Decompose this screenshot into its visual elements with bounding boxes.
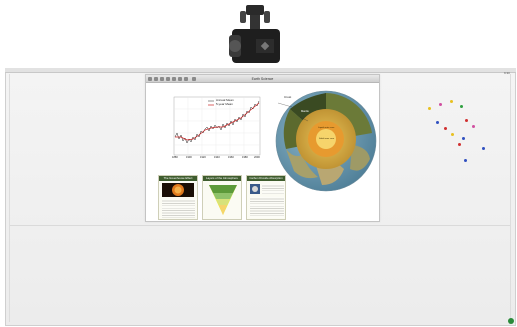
window-title: Earth Science xyxy=(251,77,274,81)
toolbar-zoom-icon[interactable] xyxy=(166,77,170,81)
magnet-icon[interactable] xyxy=(444,127,447,130)
x-tick-label: 1940 xyxy=(214,156,220,159)
info-card-greenhouse[interactable]: The Greenhouse Effect xyxy=(158,175,198,220)
legend xyxy=(208,100,214,106)
five-year-mean-line xyxy=(175,102,260,141)
whiteboard-left-edge xyxy=(9,74,10,322)
card-title: Carbon Dioxide Absorption xyxy=(247,176,285,181)
magnet-icon[interactable] xyxy=(472,125,475,128)
globe-label-outer-core: Liquid outer core xyxy=(318,127,335,129)
toolbar-select-icon[interactable] xyxy=(192,77,196,81)
board-clock: 9:30 xyxy=(504,71,510,75)
x-tick-label: 1900 xyxy=(186,156,192,159)
toolbar-home-icon[interactable] xyxy=(160,77,164,81)
globe-label-mantle: Mantle xyxy=(301,110,309,113)
x-tick-label: 1880 xyxy=(172,156,178,159)
magnet-icon[interactable] xyxy=(428,107,431,110)
toolbar-back-icon[interactable] xyxy=(148,77,152,81)
projector-icon xyxy=(229,5,280,63)
earth-globe xyxy=(275,90,377,192)
toolbar-forward-icon[interactable] xyxy=(154,77,158,81)
magnet-group xyxy=(420,95,490,165)
magnet-icon[interactable] xyxy=(465,119,468,122)
toolbar-eraser-icon[interactable] xyxy=(178,77,182,81)
temperature-chart xyxy=(173,96,261,156)
whiteboard-right-edge xyxy=(510,74,511,322)
globe-label-crust: Crust xyxy=(284,95,292,99)
x-tick-label: 2000 xyxy=(254,156,260,159)
whiteboard-panel-divider xyxy=(10,225,510,226)
legend-five-year-mean: 5-year Mean xyxy=(216,102,233,106)
magnet-icon[interactable] xyxy=(451,133,454,136)
co2-image xyxy=(250,184,260,194)
toolbar-pen-icon[interactable] xyxy=(172,77,176,81)
magnet-icon[interactable] xyxy=(482,147,485,150)
sun-image xyxy=(162,183,194,197)
window-content: Annual Mean 5-year Mean 1880 1900 1920 1… xyxy=(146,83,379,221)
info-card-co2[interactable]: Carbon Dioxide Absorption xyxy=(246,175,286,220)
magnet-icon[interactable] xyxy=(439,103,442,106)
card-body xyxy=(262,184,284,194)
globe-label-inner-core: Solid inner core xyxy=(319,138,335,140)
x-tick-label: 1920 xyxy=(200,156,206,159)
whiteboard-top-rail xyxy=(5,68,516,73)
legend-annual-mean: Annual Mean xyxy=(216,98,234,102)
magnet-icon[interactable] xyxy=(464,159,467,162)
chart-grid xyxy=(174,97,260,155)
magnet-icon[interactable] xyxy=(436,121,439,124)
magnet-icon[interactable] xyxy=(462,137,465,140)
magnet-icon[interactable] xyxy=(450,100,453,103)
annual-mean-line xyxy=(174,100,260,144)
card-title: Layers of the Atmosphere xyxy=(203,176,241,181)
magnet-icon[interactable] xyxy=(460,105,463,108)
magnet-icon[interactable] xyxy=(458,143,461,146)
info-card-atmosphere[interactable]: Layers of the Atmosphere xyxy=(202,175,242,220)
card-body xyxy=(250,197,284,218)
atmosphere-diagram xyxy=(209,185,237,215)
card-title: The Greenhouse Effect xyxy=(159,176,197,181)
toolbar-shapes-icon[interactable] xyxy=(184,77,188,81)
x-tick-label: 1960 xyxy=(228,156,234,159)
x-tick-label: 1980 xyxy=(242,156,248,159)
board-logo-icon xyxy=(508,318,514,324)
projected-window: Earth Science Annual Mean 5-year Mean 18… xyxy=(145,74,380,222)
window-titlebar: Earth Science xyxy=(146,75,379,83)
card-body xyxy=(162,199,195,218)
